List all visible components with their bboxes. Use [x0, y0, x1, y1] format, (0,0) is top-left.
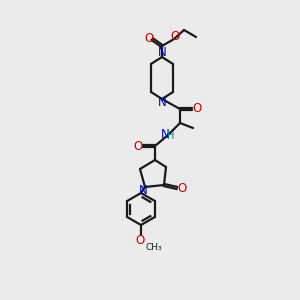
Text: O: O	[177, 182, 187, 194]
Text: O: O	[192, 103, 202, 116]
Text: O: O	[144, 32, 154, 44]
Text: N: N	[158, 97, 166, 110]
Text: N: N	[139, 184, 147, 197]
Text: CH₃: CH₃	[145, 242, 162, 251]
Text: N: N	[158, 46, 166, 59]
Text: O: O	[135, 233, 145, 247]
Text: O: O	[170, 31, 180, 44]
Text: H: H	[167, 131, 175, 141]
Text: N: N	[160, 128, 169, 142]
Text: O: O	[134, 140, 142, 152]
